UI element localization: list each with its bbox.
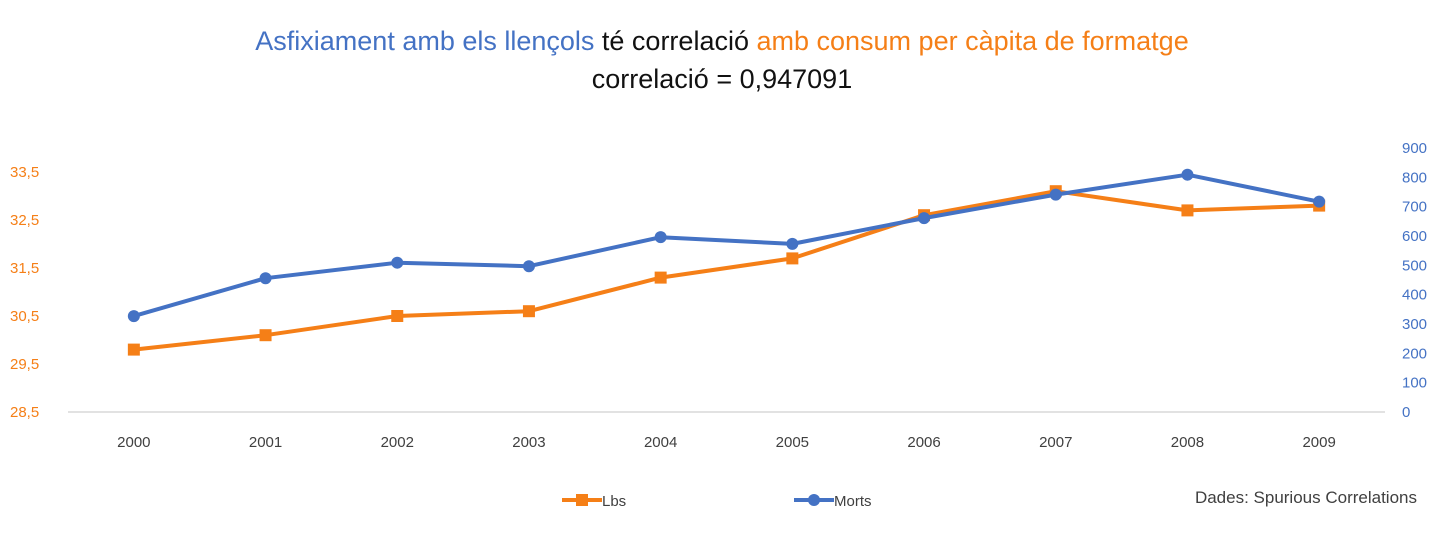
data-point-morts [1181, 168, 1194, 181]
data-point-morts [127, 310, 140, 323]
title-part-3: amb consum per càpita de formatge [756, 26, 1188, 56]
y-right-tick-label: 800 [1402, 169, 1427, 186]
data-point-lbs [786, 252, 799, 265]
legend-label: Lbs [602, 493, 626, 510]
legend: Lbs Morts [562, 493, 872, 510]
y-right-tick-label: 600 [1402, 228, 1427, 245]
x-tick-label: 2007 [1039, 434, 1072, 451]
x-tick-label: 2005 [776, 434, 809, 451]
legend-square-marker-icon [576, 494, 588, 506]
title-part-1: Asfixiament amb els llençols [255, 26, 594, 56]
legend-item-morts: Morts [794, 493, 872, 510]
data-point-morts [259, 272, 272, 285]
chart-subtitle: correlació = 0,947091 [592, 64, 852, 94]
axes: 2000 2001 2002 2003 2004 2005 2006 2007 2008 2009… [10, 140, 1427, 451]
y-left-tick-label: 30,5 [10, 308, 39, 325]
title-part-2: té correlació [594, 26, 756, 56]
legend-label: Morts [834, 493, 872, 510]
series-line-lbs [131, 189, 1322, 352]
y-left-tick-label: 28,5 [10, 404, 39, 421]
y-left-tick-label: 33,5 [10, 164, 39, 181]
data-point-lbs [522, 305, 535, 318]
x-tick-label: 2009 [1302, 434, 1335, 451]
data-point-lbs [127, 343, 140, 356]
data-point-morts [918, 212, 931, 225]
x-tick-label: 2008 [1171, 434, 1204, 451]
data-point-morts [786, 237, 799, 250]
x-tick-label: 2002 [381, 434, 414, 451]
x-tick-label: 2003 [512, 434, 545, 451]
y-left-tick-label: 31,5 [10, 260, 39, 277]
data-point-lbs [1181, 204, 1194, 217]
svg-text:Asfixiament amb els llençols t: Asfixiament amb els llençols té correlac… [255, 26, 1188, 56]
legend-circle-marker-icon [808, 494, 820, 506]
y-right-tick-label: 0 [1402, 404, 1410, 421]
data-point-morts [522, 260, 535, 273]
data-point-lbs [654, 271, 667, 284]
data-point-lbs [259, 329, 272, 342]
y-left-tick-label: 29,5 [10, 356, 39, 373]
y-right-tick-label: 500 [1402, 257, 1427, 274]
x-tick-label: 2004 [644, 434, 677, 451]
y-right-tick-label: 300 [1402, 316, 1427, 333]
y-right-tick-label: 900 [1402, 140, 1427, 157]
legend-item-lbs: Lbs [562, 493, 626, 510]
data-point-morts [654, 231, 667, 244]
series-layer [127, 168, 1326, 356]
x-tick-label: 2006 [907, 434, 940, 451]
data-point-lbs [391, 310, 404, 322]
data-point-morts [1313, 195, 1326, 208]
y-left-tick-label: 32,5 [10, 212, 39, 229]
series-lbs [127, 185, 1326, 356]
y-right-tick-label: 700 [1402, 199, 1427, 216]
y-right-tick-label: 400 [1402, 287, 1427, 304]
data-point-morts [391, 256, 404, 269]
x-tick-label: 2001 [249, 434, 282, 451]
data-point-morts [1049, 188, 1062, 201]
series-line-morts [131, 172, 1322, 319]
y-right-tick-label: 100 [1402, 375, 1427, 392]
series-morts [127, 168, 1326, 323]
source-note: Dades: Spurious Correlations [1195, 488, 1417, 507]
chart-title: Asfixiament amb els llençols té correlac… [255, 26, 1188, 94]
y-right-tick-label: 200 [1402, 345, 1427, 362]
x-tick-label: 2000 [117, 434, 150, 451]
